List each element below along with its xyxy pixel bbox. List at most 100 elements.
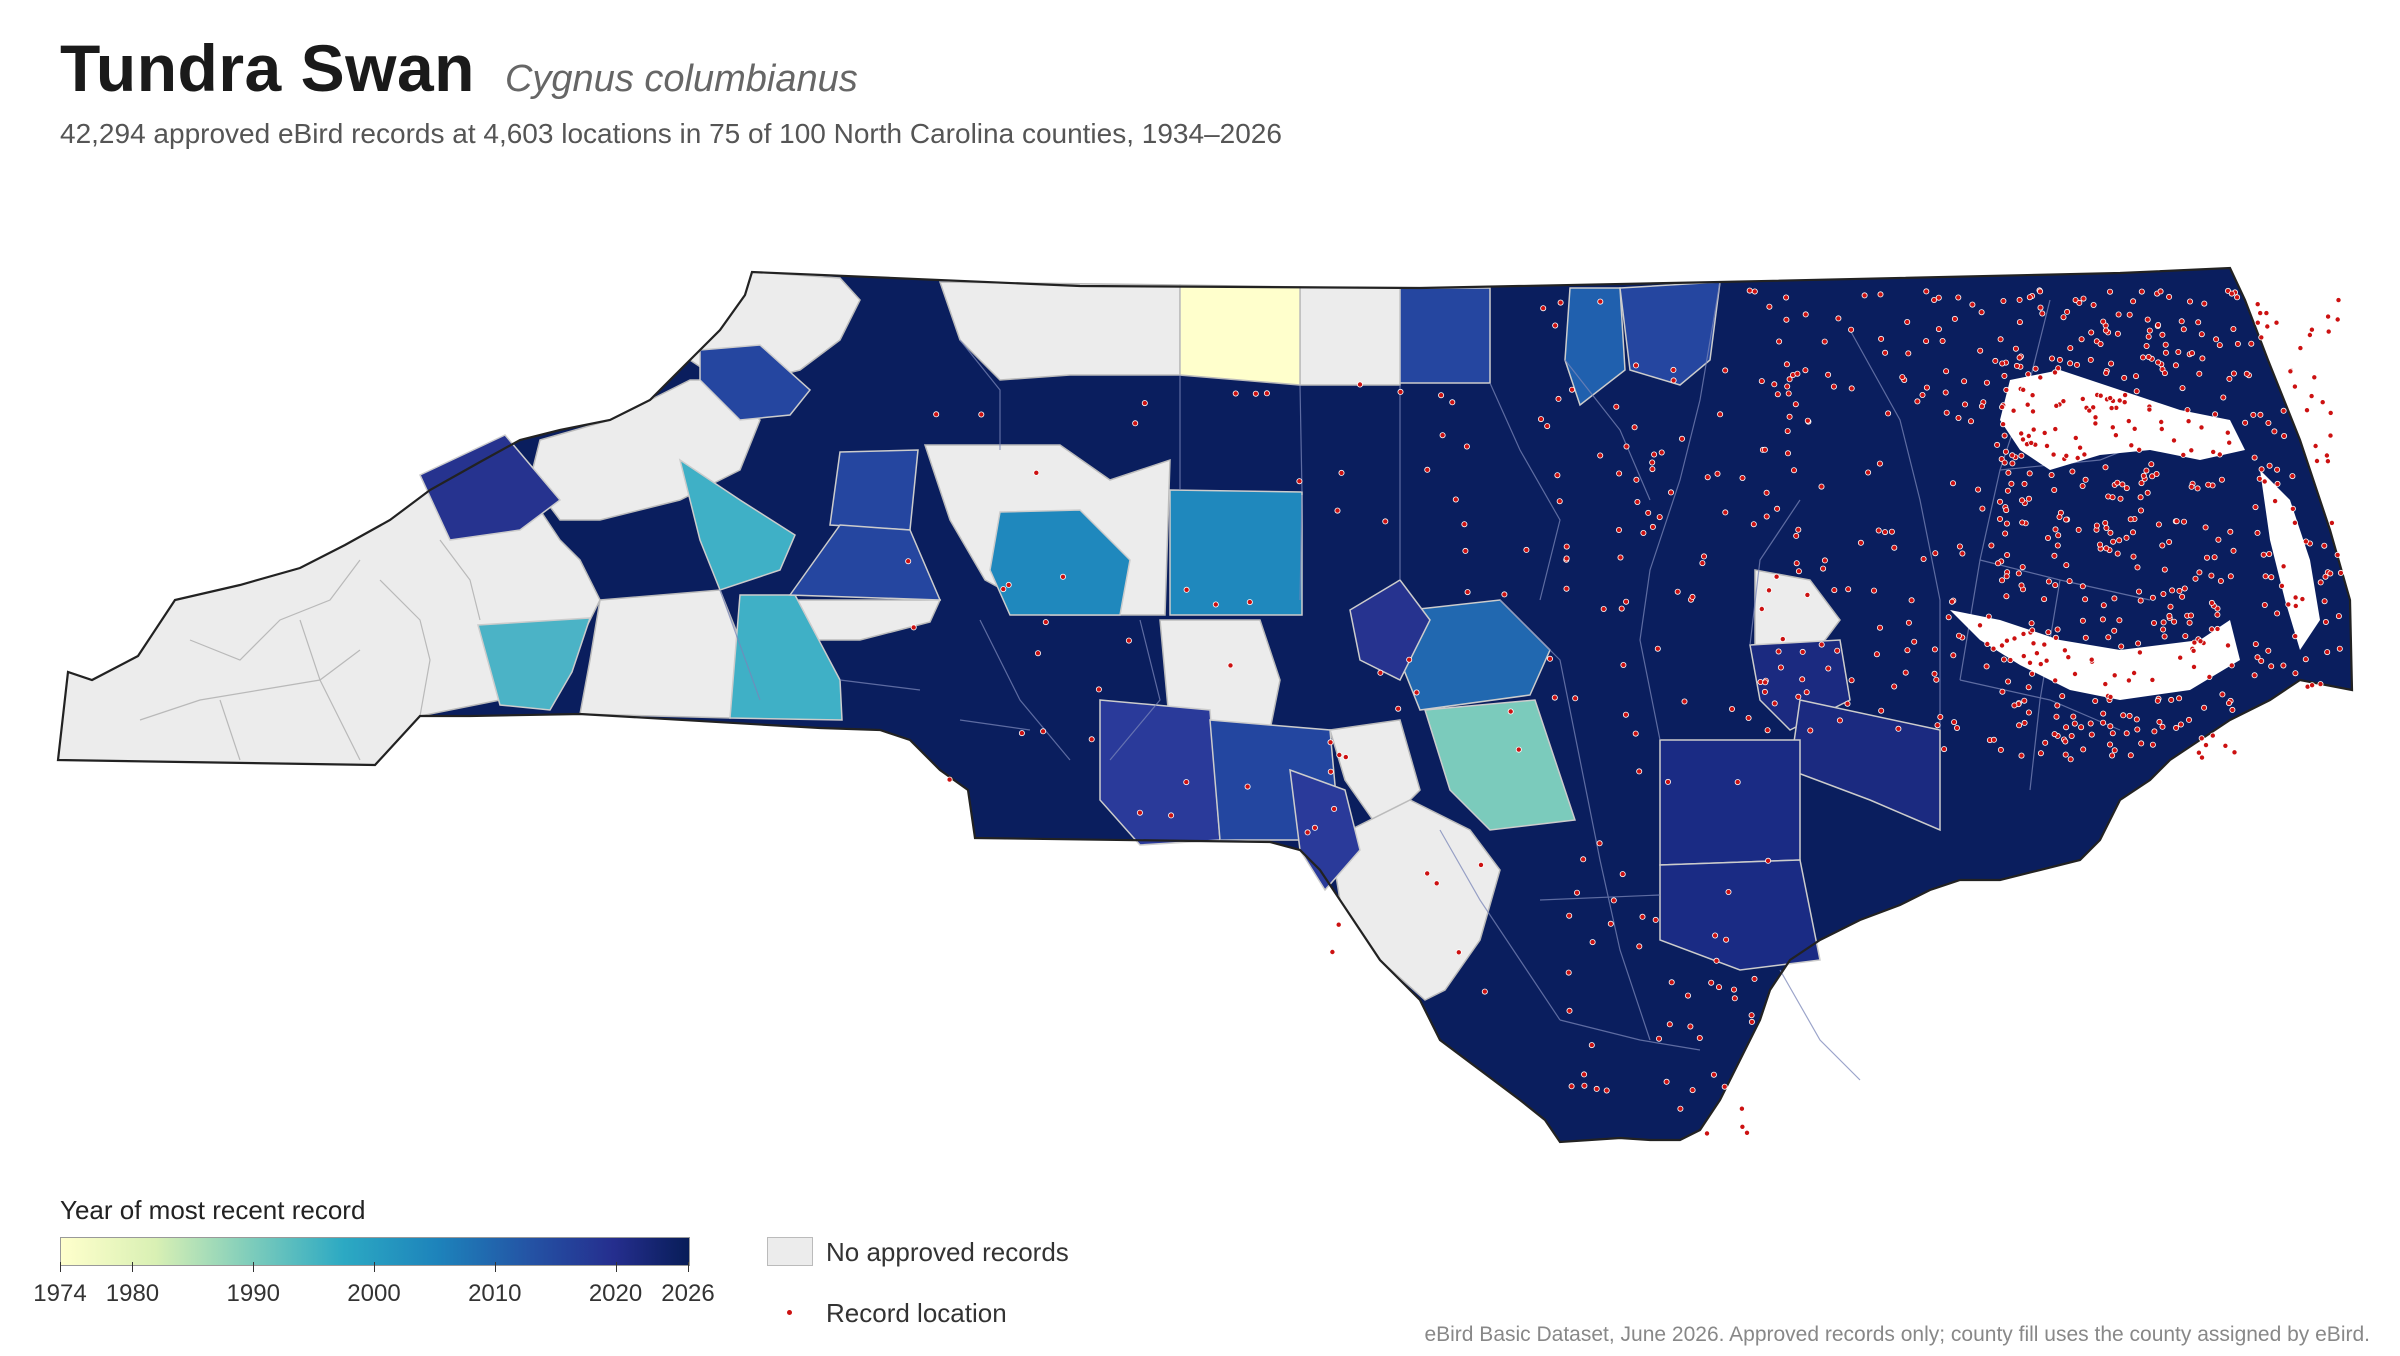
record-dot [1656,1035,1663,1042]
record-dot [1950,480,1957,487]
record-dot [1424,466,1431,473]
record-dot [1956,543,1963,550]
record-dot [1984,641,1991,648]
record-dot [1959,550,1966,557]
record-dot [1818,641,1825,648]
record-dot [2146,406,2153,413]
record-dot [1920,556,1927,563]
record-dot [1784,383,1791,390]
record-dot [2185,418,2192,425]
title-row: Tundra Swan Cygnus columbianus [60,30,858,106]
record-dot [1761,446,1768,453]
record-dot [1999,404,2006,411]
record-dot [1681,698,1688,705]
record-dot [2337,569,2344,576]
record-dot [1744,1129,1751,1136]
record-dot [1713,957,1720,964]
record-dot [2059,693,2066,700]
record-dot [1329,949,1336,956]
record-dot [2053,713,2060,720]
record-dot [1335,921,1342,928]
record-dot [2080,295,2087,302]
record-dot [2188,483,2195,490]
record-dot [2271,428,2278,435]
county-1998-b [729,594,843,721]
record-dot [1775,648,1782,655]
record-dot [2299,596,2306,603]
record-dot [2111,627,2118,634]
record-dot [1902,669,1909,676]
record-dot [1835,315,1842,322]
record-dot [1304,829,1311,836]
record-dot [2138,480,2145,487]
record-dot [1931,670,1938,677]
record-dot [1758,606,1765,613]
record-dot [1865,469,1872,476]
record-dot [2103,525,2110,532]
record-dot [2280,407,2287,414]
record-dot [1523,546,1530,553]
record-dot [1758,378,1765,385]
record-dot [2210,448,2217,455]
record-dot [2018,430,2025,437]
record-dot [2143,342,2150,349]
record-dot [2230,370,2237,377]
record-dot [2324,458,2331,465]
record-dot [2078,724,2085,731]
record-dot [1639,913,1646,920]
record-dot [2227,528,2234,535]
record-dot [1568,1083,1575,1090]
record-dot [1763,489,1770,496]
record-dot [978,411,985,418]
record-dot [910,624,917,631]
record-dot [2292,594,2299,601]
no-records-swatch [767,1237,813,1266]
record-dot [2292,670,2299,677]
record-dot [2087,720,2094,727]
record-dot [1844,700,1851,707]
record-dot [1799,648,1806,655]
record-dot [2125,418,2132,425]
record-dot [2061,647,2068,654]
record-dot [2205,481,2212,488]
record-dot [2045,629,2052,636]
record-dot [1766,587,1773,594]
record-dot [1462,547,1469,554]
record-dot [1997,516,2004,523]
record-dot [2107,529,2114,536]
record-dot [1990,645,1997,652]
record-dot [1623,598,1630,605]
record-dot [2123,485,2130,492]
record-dot [2005,678,2012,685]
record-dot [2105,634,2112,641]
record-dot [1252,390,1259,397]
record-dot [2111,595,2118,602]
record-dot [1748,1012,1755,1019]
record-dot [2308,326,2315,333]
record-dot [1481,988,1488,995]
record-dot [1942,389,1949,396]
record-dot [2021,480,2028,487]
record-dot [1581,1071,1588,1078]
record-dot [2336,645,2343,652]
record-dot [2026,495,2033,502]
record-dot [1795,526,1802,533]
record-dot [2258,466,2265,473]
record-dot [1566,912,1573,919]
record-dot [2208,599,2215,606]
record-dot [1593,1085,1600,1092]
record-dot [1588,1042,1595,1049]
record-dot [2044,442,2051,449]
record-dot [2100,318,2107,325]
record-dot [2159,723,2166,730]
record-dot [2082,596,2089,603]
record-dot [1836,717,1843,724]
record-dot [2254,319,2261,326]
record-dot [2052,426,2059,433]
record-dot [1622,711,1629,718]
record-dot [1631,424,1638,431]
record-dot [1721,1083,1728,1090]
county-2014-e [788,524,942,601]
record-dot [2016,354,2023,361]
record-dot [1183,779,1190,786]
